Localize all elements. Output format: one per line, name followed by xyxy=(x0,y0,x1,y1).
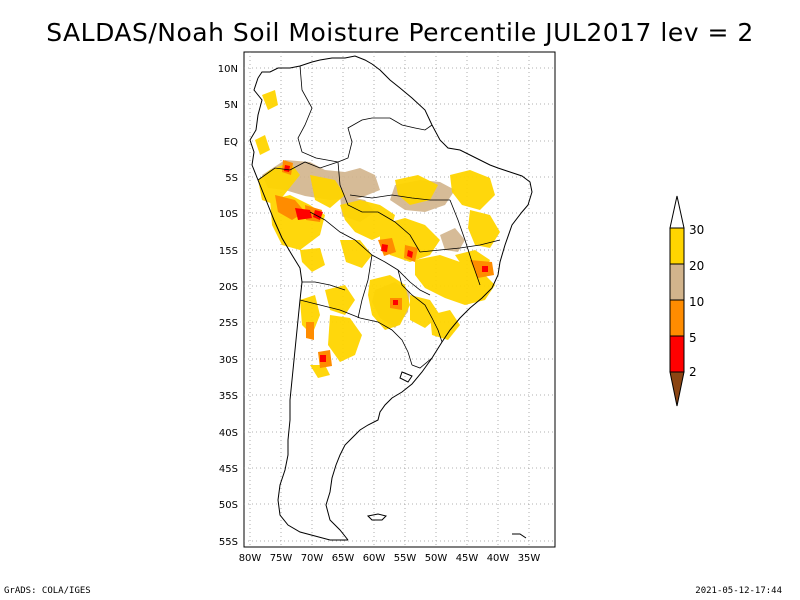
colorbar xyxy=(669,195,685,407)
lon-tick-label: 55W xyxy=(394,553,417,564)
lat-tick-label: 30S xyxy=(219,355,238,366)
colorbar-bin-10-20 xyxy=(669,263,685,301)
lat-tick-label: 20S xyxy=(219,282,238,293)
lat-tick-label: 35S xyxy=(219,391,238,402)
colorbar-bin-2-5 xyxy=(669,335,685,373)
country-borders xyxy=(257,65,501,369)
colorbar-top-arrow xyxy=(669,195,685,229)
lat-tick-label: 5N xyxy=(224,100,238,111)
lat-tick-label: 55S xyxy=(219,537,238,548)
footer-credit: GrADS: COLA/IGES xyxy=(4,586,91,596)
lon-tick-label: 35W xyxy=(518,553,541,564)
colorbar-label: 10 xyxy=(689,295,704,309)
lat-tick-label: 10N xyxy=(218,64,238,75)
lon-tick-label: 50W xyxy=(425,553,448,564)
lon-tick-label: 75W xyxy=(270,553,293,564)
footer-timestamp: 2021-05-12-17:44 xyxy=(695,586,782,596)
lat-tick-label: EQ xyxy=(224,137,238,148)
lat-tick-label: 10S xyxy=(219,209,238,220)
lat-tick-label: 40S xyxy=(219,428,238,439)
lat-tick-label: 25S xyxy=(219,318,238,329)
gridlines xyxy=(244,52,555,547)
colorbar-label: 20 xyxy=(689,259,704,273)
lon-tick-label: 70W xyxy=(301,553,324,564)
coastline xyxy=(249,55,533,541)
lon-tick-label: 65W xyxy=(332,553,355,564)
lon-tick-label: 40W xyxy=(487,553,510,564)
colorbar-bottom-arrow xyxy=(669,371,685,407)
lat-tick-label: 50S xyxy=(219,500,238,511)
colorbar-bin-5-10 xyxy=(669,299,685,337)
lon-tick-label: 80W xyxy=(239,553,262,564)
lat-tick-label: 15S xyxy=(219,246,238,257)
lon-tick-label: 45W xyxy=(456,553,479,564)
lat-tick-label: 45S xyxy=(219,464,238,475)
colorbar-label: 2 xyxy=(689,365,697,379)
colorbar-bin-20-30 xyxy=(669,227,685,265)
colorbar-label: 30 xyxy=(689,223,704,237)
colorbar-labels: 30 20 10 5 2 xyxy=(689,223,704,379)
lat-tick-label: 5S xyxy=(225,173,238,184)
colorbar-label: 5 xyxy=(689,331,697,345)
lon-axis: 80W 75W 70W 65W 60W 55W 50W 45W 40W 35W xyxy=(239,553,541,564)
lon-tick-label: 60W xyxy=(363,553,386,564)
map-title: SALDAS/Noah Soil Moisture Percentile JUL… xyxy=(46,18,754,47)
lat-axis: 10N 5N EQ 5S 10S 15S 20S 25S 30S 35S 40S… xyxy=(218,64,238,548)
